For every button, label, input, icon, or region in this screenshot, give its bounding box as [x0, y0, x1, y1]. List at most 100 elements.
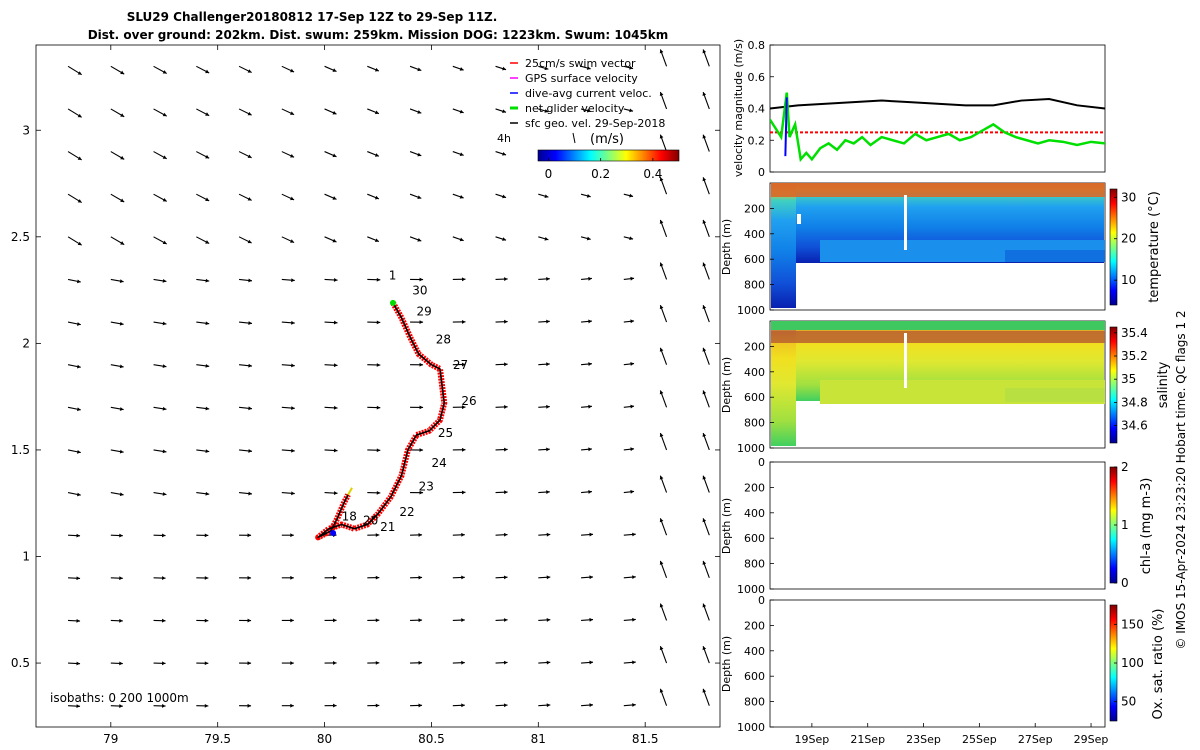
- depth-tick-label: 1000: [737, 721, 765, 734]
- velocity-arrowhead: [461, 532, 465, 537]
- velocity-arrowhead: [247, 661, 252, 666]
- salinity-colorbar-ticks: 34.6 34.8 35 35.2 35.4: [1114, 326, 1148, 433]
- velocity-y-tick-label: 0.2: [748, 134, 766, 147]
- depth-tick-label: 200: [744, 340, 765, 353]
- velocity-arrowhead: [333, 363, 338, 368]
- glider-track: [315, 299, 448, 541]
- chla-axes-box: [769, 461, 1106, 590]
- day-label: 22: [399, 505, 414, 519]
- velocity-arrowhead: [502, 237, 507, 241]
- velocity-arrowhead: [76, 704, 81, 709]
- velocity-arrowhead: [162, 321, 167, 326]
- velocity-arrowhead: [76, 492, 81, 497]
- velocity-arrowhead: [248, 321, 252, 325]
- velocity-arrowhead: [461, 405, 466, 410]
- velocity-arrowhead: [162, 278, 167, 283]
- salinity-max-layer: [771, 331, 1105, 343]
- velocity-arrowhead: [702, 390, 707, 395]
- velocity-arrowhead: [374, 153, 379, 157]
- velocity-arrowhead: [589, 703, 594, 708]
- velocity-arrowhead: [702, 560, 707, 565]
- chla-panel: 0 200 400 600 800 1000 Depth (m) 0 1 2 chl-a (m…: [720, 456, 1154, 596]
- velocity-arrowhead: [119, 407, 124, 411]
- velocity-arrowhead: [659, 390, 664, 395]
- velocity-arrowhead: [205, 197, 210, 201]
- velocity-arrowhead: [659, 219, 664, 224]
- velocity-arrowhead: [419, 320, 424, 325]
- depth-tick-label: 800: [744, 417, 765, 430]
- velocity-arrowhead: [418, 660, 423, 665]
- map-y-axis: 0.5 1 1.5 2 2.5 3: [11, 123, 720, 670]
- depth-tick-label: 800: [744, 696, 765, 709]
- map-x-tick-label: 80.5: [418, 732, 445, 746]
- velocity-arrowhead: [418, 703, 423, 708]
- map-axes-box: [35, 44, 721, 728]
- velocity-arrowhead: [502, 152, 507, 156]
- velocity-axes-box: [769, 44, 1106, 173]
- map-x-tick-label: 81.5: [632, 732, 659, 746]
- velocity-arrowhead: [702, 262, 707, 267]
- velocity-line: [784, 97, 788, 157]
- velocity-arrowhead: [659, 92, 664, 96]
- velocity-arrowhead: [588, 404, 592, 409]
- velocity-arrowhead: [290, 196, 295, 201]
- legend-label: dive-avg current veloc.: [525, 87, 652, 100]
- depth-tick-label: 800: [744, 558, 765, 571]
- velocity-arrowhead: [76, 618, 81, 623]
- velocity-arrowhead: [247, 154, 252, 158]
- velocity-arrowhead: [702, 92, 707, 96]
- velocity-arrowhead: [702, 49, 707, 54]
- velocity-arrowhead: [247, 111, 252, 116]
- legend-label: GPS surface velocity: [525, 72, 638, 85]
- velocity-arrowhead: [290, 153, 295, 158]
- velocity-arrowhead: [291, 320, 295, 325]
- map-legend: 25cm/s swim vector GPS surface velocity di…: [510, 57, 665, 130]
- velocity-arrowhead: [120, 70, 125, 75]
- velocity-y-tick-label: 0.8: [748, 39, 766, 52]
- velocity-arrowhead: [504, 490, 508, 495]
- title-line-1: SLU29 Challenger20180812 17-Sep 12Z to 2…: [127, 10, 498, 24]
- day-label: 25: [438, 426, 453, 440]
- velocity-arrowhead: [161, 704, 166, 708]
- velocity-arrowhead: [629, 236, 634, 241]
- velocity-arrowhead: [162, 112, 167, 117]
- map-y-tick-label: 3: [22, 123, 30, 137]
- velocity-arrowhead: [162, 155, 167, 159]
- velocity-arrowhead: [248, 363, 252, 368]
- velocity-arrowhead: [290, 111, 295, 115]
- temperature-surface-layer: [771, 183, 1105, 197]
- velocity-arrowhead: [291, 278, 295, 283]
- temperature-y-axis: 200 400 600 800 1000: [737, 202, 774, 317]
- velocity-y-tick-label: 0: [758, 166, 765, 179]
- velocity-arrowhead: [702, 305, 707, 310]
- velocity-arrowhead: [376, 490, 381, 495]
- velocity-arrowhead: [119, 533, 123, 538]
- velocity-arrowhead: [333, 405, 338, 410]
- velocity-arrowhead: [205, 406, 210, 411]
- velocity-arrowhead: [417, 195, 422, 199]
- velocity-arrowhead: [205, 491, 210, 496]
- velocity-arrowhead: [376, 277, 381, 282]
- depth-tick-label: 1000: [737, 583, 765, 596]
- time-tick-label: 27Sep: [1018, 733, 1053, 746]
- velocity-arrowhead: [290, 703, 294, 708]
- temperature-colorbar: [1109, 188, 1118, 306]
- velocity-arrowhead: [76, 533, 81, 538]
- velocity-y-tick-label: 0.4: [748, 103, 766, 116]
- velocity-arrowhead: [291, 406, 295, 410]
- velocity-arrowhead: [629, 65, 634, 70]
- velocity-line: [770, 92, 1105, 163]
- velocity-arrowhead: [419, 277, 424, 282]
- velocity-arrowhead: [333, 448, 338, 453]
- velocity-arrowhead: [588, 319, 592, 324]
- velocity-arrowhead: [376, 405, 381, 410]
- velocity-series: [770, 92, 1105, 163]
- velocity-arrowhead: [332, 238, 337, 243]
- colorbar-arrow-mark: [572, 132, 576, 144]
- velocity-arrowhead: [546, 618, 551, 622]
- velocity-arrowhead: [546, 362, 550, 367]
- velocity-arrowhead: [702, 219, 707, 224]
- oxygen-colorbar-label: Ox. sat. ratio (%): [1151, 609, 1166, 720]
- track-end-marker: [347, 487, 353, 496]
